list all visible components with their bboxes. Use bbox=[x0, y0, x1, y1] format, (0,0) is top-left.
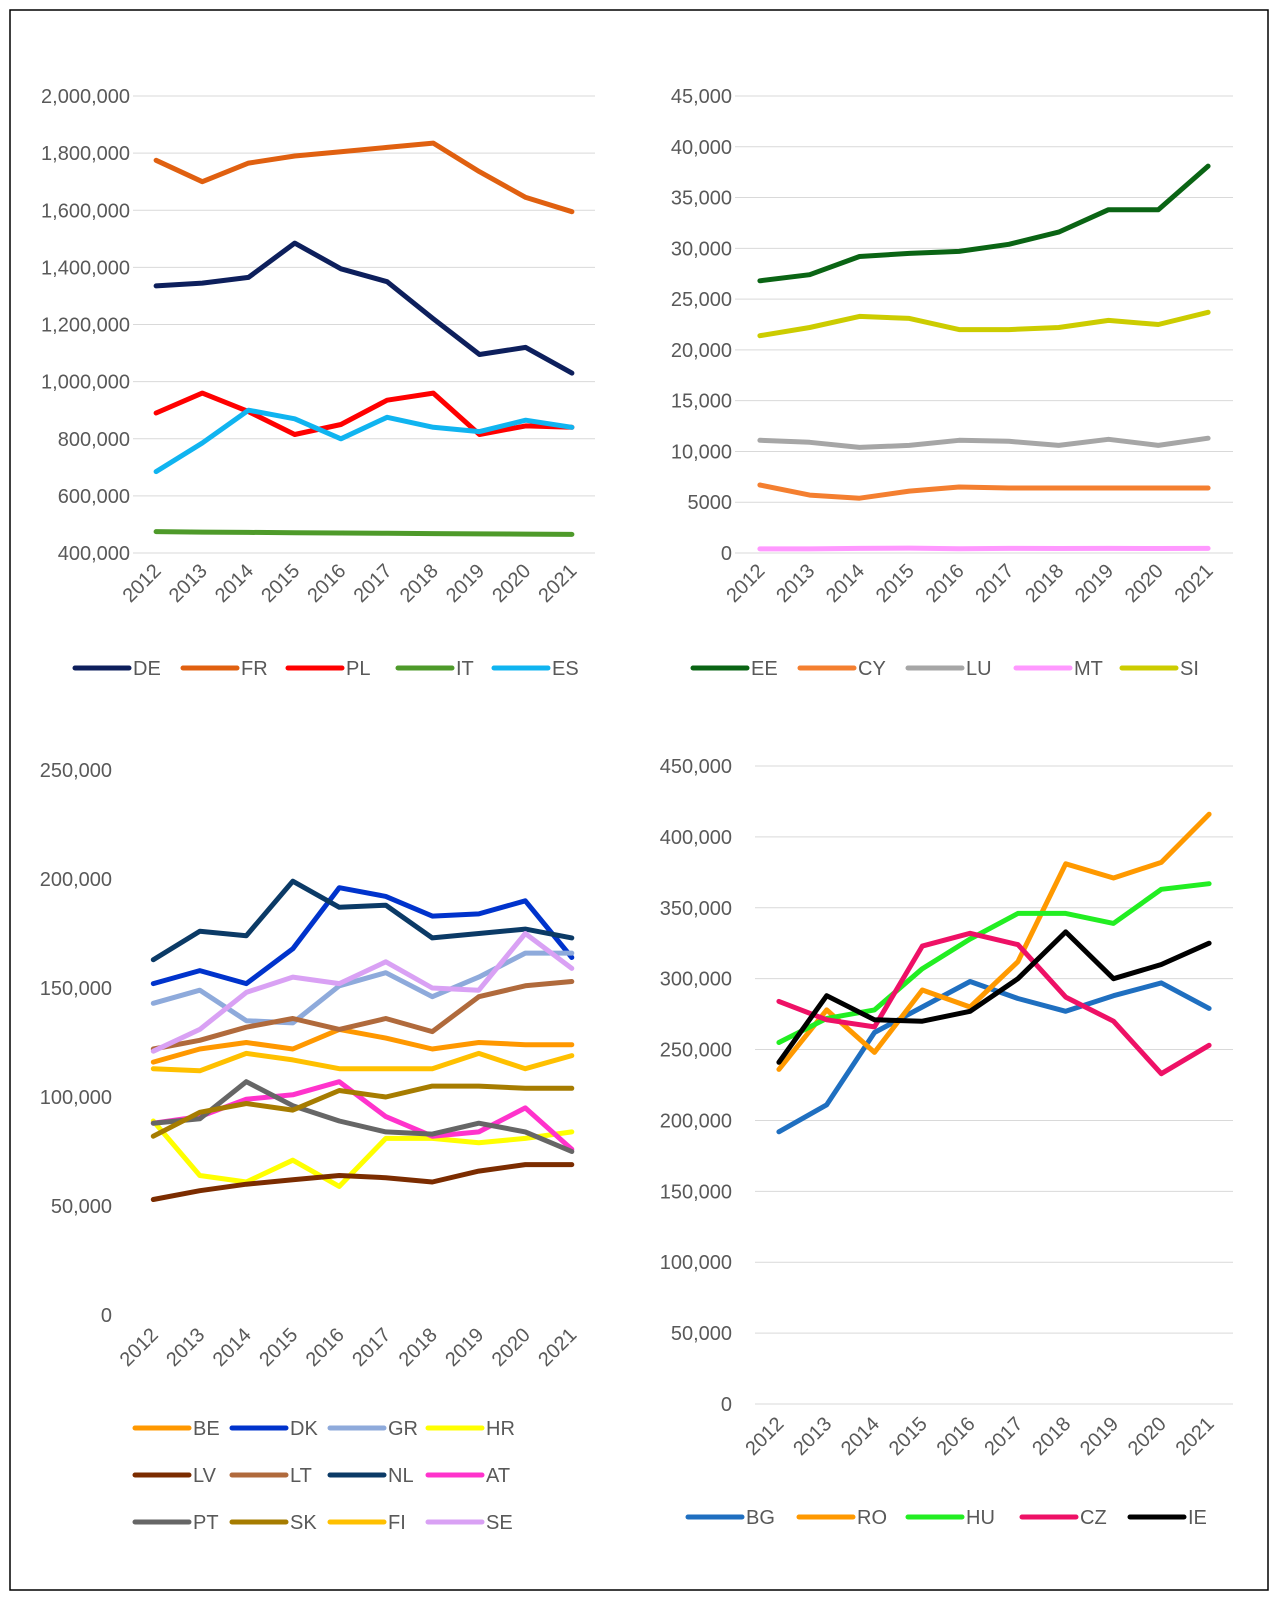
series-line-si bbox=[757, 309, 1211, 339]
y-tick-label: 50,000 bbox=[51, 1196, 112, 1218]
y-tick-label: 0 bbox=[101, 1305, 112, 1327]
legend-label-dk: DK bbox=[290, 1418, 318, 1440]
series-line-be bbox=[150, 1026, 575, 1065]
legend-label-de: DE bbox=[133, 658, 161, 680]
y-tick-label: 45,000 bbox=[671, 86, 732, 108]
y-tick-label: 400,000 bbox=[58, 543, 130, 565]
series-line-de bbox=[153, 240, 575, 376]
series-line-cy bbox=[757, 482, 1211, 501]
legend-label-pt: PT bbox=[193, 1512, 219, 1534]
legend-label-es: ES bbox=[552, 658, 579, 680]
y-tick-label: 0 bbox=[721, 543, 732, 565]
series-line-dk bbox=[150, 885, 575, 987]
y-tick-label: 1,000,000 bbox=[41, 372, 130, 394]
y-tick-label: 1,800,000 bbox=[41, 143, 130, 165]
series-line-fr bbox=[153, 140, 575, 215]
y-tick-label: 50,000 bbox=[671, 1323, 732, 1345]
series-line-es bbox=[153, 407, 575, 475]
y-tick-label: 1,600,000 bbox=[41, 200, 130, 222]
y-tick-label: 200,000 bbox=[660, 1110, 732, 1132]
legend-label-hu: HU bbox=[966, 1507, 995, 1529]
y-tick-label: 100,000 bbox=[660, 1252, 732, 1274]
series-line-sk bbox=[150, 1083, 575, 1139]
y-tick-label: 35,000 bbox=[671, 188, 732, 210]
y-tick-label: 100,000 bbox=[40, 1087, 112, 1109]
y-tick-label: 250,000 bbox=[40, 760, 112, 782]
legend-label-it: IT bbox=[456, 658, 474, 680]
legend-label-mt: MT bbox=[1074, 658, 1103, 680]
legend-label-at: AT bbox=[486, 1465, 510, 1487]
series-line-lu bbox=[757, 435, 1211, 450]
series-line-pl bbox=[153, 390, 575, 437]
y-tick-label: 200,000 bbox=[40, 869, 112, 891]
series-line-fi bbox=[150, 1050, 575, 1074]
series-line-lv bbox=[150, 1162, 575, 1202]
legend-label-ee: EE bbox=[751, 658, 778, 680]
y-tick-label: 2,000,000 bbox=[41, 86, 130, 108]
y-tick-label: 10,000 bbox=[671, 441, 732, 463]
legend-label-hr: HR bbox=[486, 1418, 515, 1440]
y-tick-label: 1,200,000 bbox=[41, 315, 130, 337]
series-line-ee bbox=[757, 163, 1211, 284]
y-tick-label: 0 bbox=[721, 1394, 732, 1416]
y-tick-label: 150,000 bbox=[40, 978, 112, 1000]
y-tick-label: 450,000 bbox=[660, 756, 732, 778]
y-tick-label: 25,000 bbox=[671, 289, 732, 311]
series-line-ie bbox=[776, 929, 1212, 1065]
series-line-mt bbox=[757, 545, 1211, 552]
series-line-lt bbox=[150, 979, 575, 1052]
legend-label-bg: BG bbox=[746, 1507, 775, 1529]
y-tick-label: 800,000 bbox=[58, 429, 130, 451]
legend-label-gr: GR bbox=[388, 1418, 418, 1440]
legend-label-lt: LT bbox=[290, 1465, 312, 1487]
series-line-hu bbox=[776, 881, 1212, 1045]
y-tick-label: 1,400,000 bbox=[41, 257, 130, 279]
legend-label-si: SI bbox=[1180, 658, 1199, 680]
figure-border bbox=[9, 9, 1269, 1591]
legend-label-fr: FR bbox=[241, 658, 268, 680]
legend-label-pl: PL bbox=[346, 658, 370, 680]
y-tick-label: 350,000 bbox=[660, 898, 732, 920]
y-tick-label: 600,000 bbox=[58, 486, 130, 508]
legend-label-sk: SK bbox=[290, 1512, 317, 1534]
series-line-hr bbox=[150, 1118, 575, 1189]
y-tick-label: 40,000 bbox=[671, 137, 732, 159]
legend-label-ro: RO bbox=[857, 1507, 887, 1529]
legend-label-cy: CY bbox=[858, 658, 886, 680]
series-line-ro bbox=[776, 811, 1212, 1072]
legend-label-fi: FI bbox=[388, 1512, 406, 1534]
legend-label-nl: NL bbox=[388, 1465, 414, 1487]
legend-label-cz: CZ bbox=[1080, 1507, 1107, 1529]
legend-label-se: SE bbox=[486, 1512, 513, 1534]
y-tick-label: 15,000 bbox=[671, 391, 732, 413]
y-tick-label: 30,000 bbox=[671, 238, 732, 260]
y-tick-label: 250,000 bbox=[660, 1040, 732, 1062]
y-tick-label: 20,000 bbox=[671, 340, 732, 362]
series-line-bg bbox=[776, 979, 1212, 1135]
y-tick-label: 300,000 bbox=[660, 969, 732, 991]
legend-label-ie: IE bbox=[1188, 1507, 1207, 1529]
series-line-cz bbox=[776, 930, 1212, 1077]
series-line-nl bbox=[150, 878, 575, 963]
y-tick-label: 5000 bbox=[688, 492, 733, 514]
y-tick-label: 150,000 bbox=[660, 1181, 732, 1203]
y-tick-label: 400,000 bbox=[660, 827, 732, 849]
legend-label-lv: LV bbox=[193, 1465, 217, 1487]
series-line-se bbox=[150, 931, 575, 1054]
series-line-it bbox=[153, 529, 575, 537]
legend-label-be: BE bbox=[193, 1418, 220, 1440]
legend-label-lu: LU bbox=[966, 658, 992, 680]
series-line-pt bbox=[150, 1079, 575, 1154]
